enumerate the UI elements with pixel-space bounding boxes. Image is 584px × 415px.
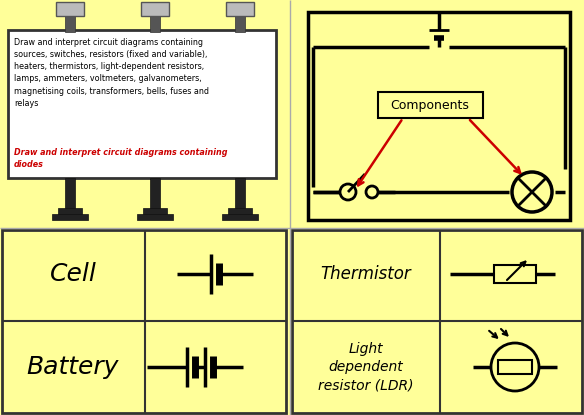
Text: Thermistor: Thermistor xyxy=(321,265,411,283)
Bar xyxy=(141,2,169,16)
Text: Battery: Battery xyxy=(27,355,119,379)
Circle shape xyxy=(340,184,356,200)
Bar xyxy=(52,214,88,220)
Bar xyxy=(378,92,483,118)
Bar xyxy=(228,208,252,216)
Text: Draw and interpret circuit diagrams containing
sources, switches, resistors (fix: Draw and interpret circuit diagrams cont… xyxy=(14,38,209,108)
Text: Cell: Cell xyxy=(50,262,96,286)
Bar xyxy=(308,12,570,220)
Bar xyxy=(2,230,286,413)
Bar xyxy=(235,178,245,213)
Bar xyxy=(498,360,532,374)
Bar xyxy=(65,178,75,213)
Bar xyxy=(494,265,536,283)
Bar xyxy=(150,178,160,213)
Bar xyxy=(143,208,167,216)
Text: Draw and interpret circuit diagrams containing
diodes: Draw and interpret circuit diagrams cont… xyxy=(14,148,228,169)
Bar xyxy=(150,14,160,32)
Bar xyxy=(137,214,173,220)
Bar xyxy=(222,214,258,220)
Circle shape xyxy=(366,186,378,198)
Bar xyxy=(292,230,582,413)
Bar xyxy=(235,14,245,32)
Bar xyxy=(65,14,75,32)
Circle shape xyxy=(512,172,552,212)
Bar xyxy=(8,30,276,178)
Bar xyxy=(58,208,82,216)
Circle shape xyxy=(491,343,539,391)
Text: Components: Components xyxy=(391,98,470,112)
Bar xyxy=(56,2,84,16)
Bar xyxy=(226,2,254,16)
Text: Light
dependent
resistor (LDR): Light dependent resistor (LDR) xyxy=(318,342,413,393)
